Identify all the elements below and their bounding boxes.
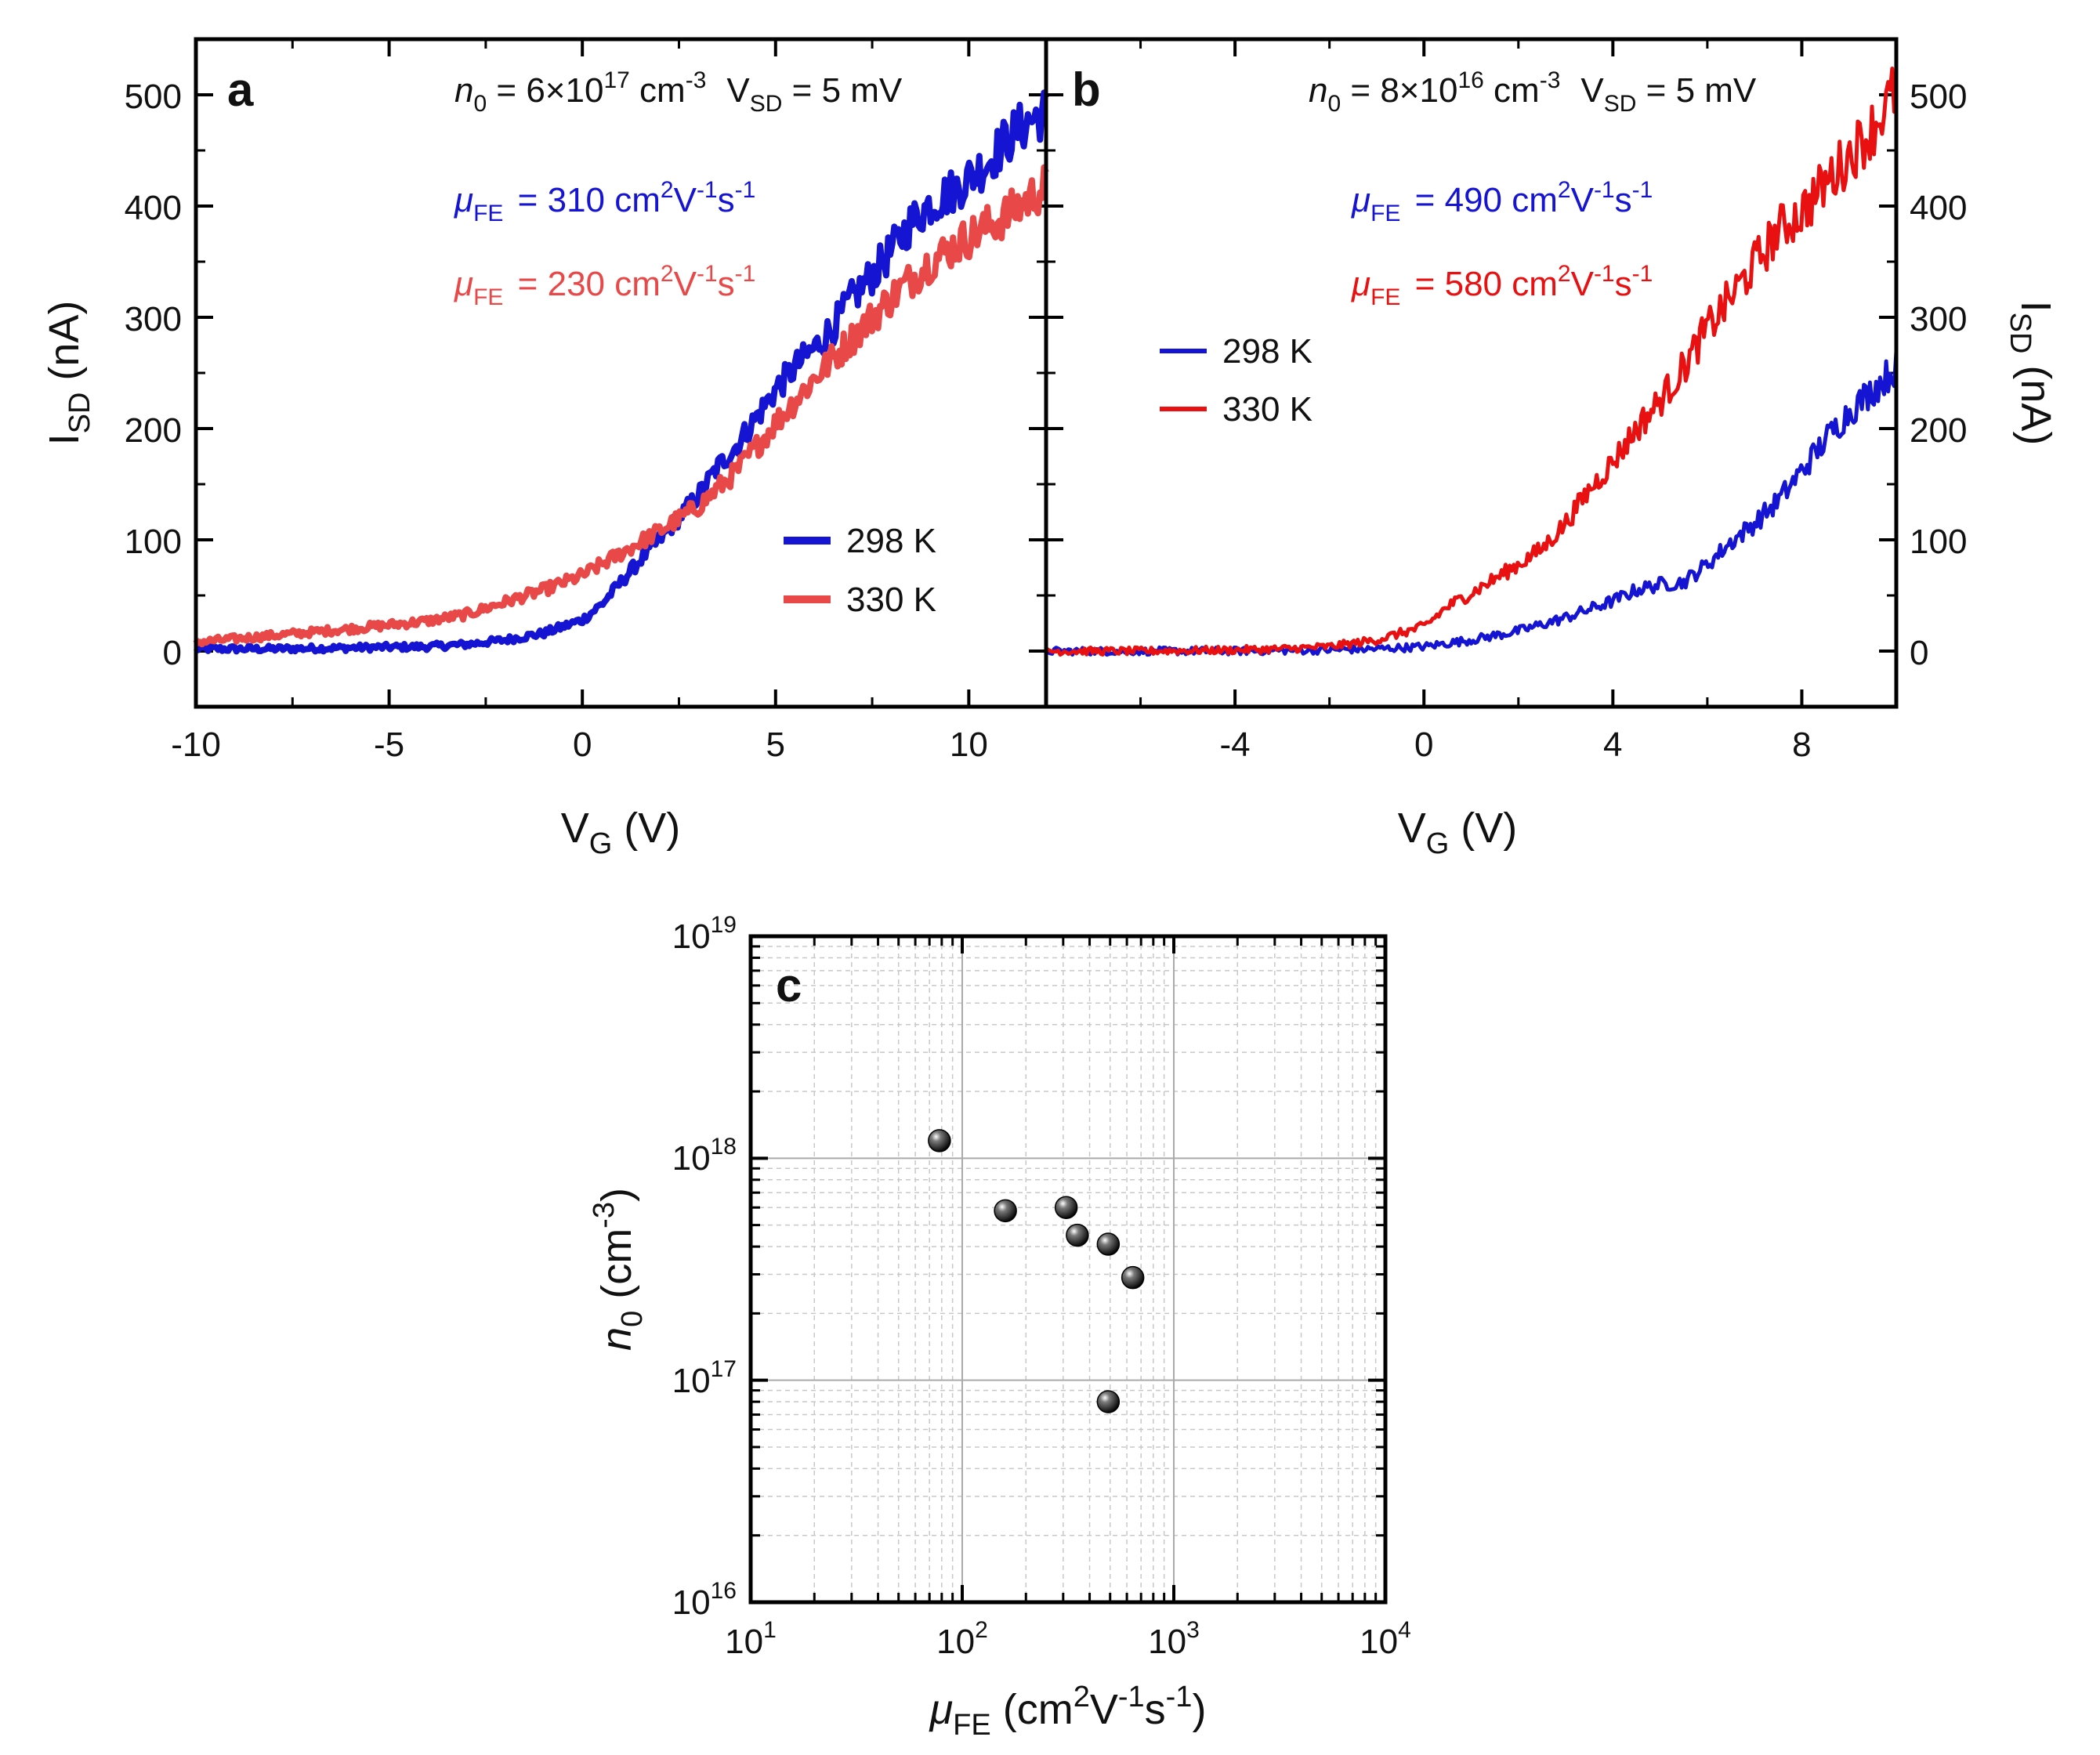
scatter-point <box>1066 1223 1089 1247</box>
panel-b-xtick-labels: -4 0 4 8 <box>1220 726 1812 764</box>
ytick-label: 0 <box>1910 634 1928 672</box>
legend-label-298k: 298 K <box>1222 332 1312 371</box>
ytick-label: 200 <box>125 411 182 450</box>
xtick-label: 101 <box>725 1617 777 1661</box>
panel-c-label: c <box>776 959 802 1011</box>
ytick-label: 400 <box>125 189 182 227</box>
xtick-label: -4 <box>1220 726 1251 764</box>
series-line-298k <box>194 89 1049 655</box>
panel-b-ytick-labels: 0 100 200 300 400 500 <box>1910 78 1967 672</box>
panel-c-x-axis-title: μFE (cm2V-1s-1) <box>929 1681 1207 1742</box>
xtick-label: 5 <box>766 726 785 764</box>
panel-b-frame <box>1044 37 1899 709</box>
panel-a-ytick-labels: 0 100 200 300 400 500 <box>125 78 182 672</box>
legend-label-330k: 330 K <box>846 581 936 619</box>
xtick-label: 0 <box>573 726 592 764</box>
ytick-label: 400 <box>1910 189 1967 227</box>
legend-label-298k: 298 K <box>846 522 936 560</box>
xtick-label: 102 <box>936 1617 988 1661</box>
panel-b-y-axis-title: ISD (nA) <box>2004 301 2059 446</box>
panel-b-x-axis-title: VG (V) <box>1398 805 1518 860</box>
xtick-label: 10 <box>950 726 988 764</box>
scatter-point <box>1096 1232 1121 1256</box>
scatter-point <box>994 1199 1017 1223</box>
xtick-label: 103 <box>1148 1617 1200 1661</box>
panel-b-ticks <box>1046 38 1896 708</box>
panel-a-series <box>193 89 1049 655</box>
xtick-label: -5 <box>374 726 404 764</box>
panel-c-points <box>928 1129 1145 1413</box>
panel-a-mobility-330k: μFE = 230 cm2V-1s-1 <box>454 261 755 310</box>
panel-c-grid <box>749 935 1387 1604</box>
ytick-label: 1016 <box>672 1578 737 1622</box>
ytick-label: 200 <box>1910 411 1967 450</box>
panel-a: -10 -5 0 5 10 0 100 200 300 400 500 a n0… <box>41 37 1049 860</box>
panel-a-mobility-298k: μFE = 310 cm2V-1s-1 <box>454 177 755 226</box>
ytick-label: 500 <box>125 78 182 116</box>
series-line-330k <box>193 164 1049 648</box>
panel-a-x-axis-title: VG (V) <box>561 805 681 860</box>
panel-c-y-axis-title: n0 (cm-3) <box>588 1188 649 1351</box>
series-line-298k <box>1044 351 1899 657</box>
series-line-330k <box>1045 67 1899 657</box>
panel-c-frame <box>748 934 1388 1605</box>
ytick-label: 1019 <box>672 912 737 956</box>
ytick-label: 0 <box>163 634 182 672</box>
scatter-point <box>928 1129 951 1153</box>
ytick-label: 100 <box>1910 523 1967 561</box>
panel-b-mobility-298k: μFE = 490 cm2V-1s-1 <box>1351 177 1653 226</box>
ytick-label: 300 <box>1910 300 1967 338</box>
xtick-label: -10 <box>171 726 221 764</box>
ytick-label: 100 <box>125 523 182 561</box>
panel-b-series <box>1044 67 1899 657</box>
xtick-label: 4 <box>1603 726 1622 764</box>
scatter-point <box>1096 1390 1121 1413</box>
panel-b-label: b <box>1072 63 1101 116</box>
scatter-point <box>1054 1196 1078 1219</box>
panel-a-legend: 298 K 330 K <box>784 522 936 619</box>
panel-c-ytick-labels: 1016 1017 1018 1019 <box>672 912 737 1622</box>
panel-a-xtick-labels: -10 -5 0 5 10 <box>171 726 988 764</box>
ytick-label: 1017 <box>672 1356 737 1400</box>
panel-b-header: n0 = 8×1016 cm-3 VSD = 5 mV <box>1309 67 1757 117</box>
panel-a-header: n0 = 6×1017 cm-3 VSD = 5 mV <box>454 67 903 117</box>
xtick-label: 0 <box>1414 726 1433 764</box>
panel-c: 101 102 103 104 1016 1017 1018 1019 c μF… <box>588 912 1411 1742</box>
ytick-label: 500 <box>1910 78 1967 116</box>
legend-label-330k: 330 K <box>1222 390 1312 429</box>
ytick-label: 300 <box>125 300 182 338</box>
panel-c-xtick-labels: 101 102 103 104 <box>725 1617 1411 1661</box>
panel-a-label: a <box>227 63 254 116</box>
panel-a-y-axis-title: ISD (nA) <box>41 301 96 446</box>
ytick-label: 1018 <box>672 1134 737 1178</box>
panel-b-legend: 298 K 330 K <box>1160 332 1312 429</box>
panel-b-mobility-330k: μFE = 580 cm2V-1s-1 <box>1351 261 1653 310</box>
xtick-label: 8 <box>1792 726 1811 764</box>
panel-b: -4 0 4 8 0 100 200 300 400 500 b n0 = 8×… <box>1044 37 2059 860</box>
xtick-label: 104 <box>1360 1617 1411 1661</box>
scatter-point <box>1121 1265 1145 1290</box>
